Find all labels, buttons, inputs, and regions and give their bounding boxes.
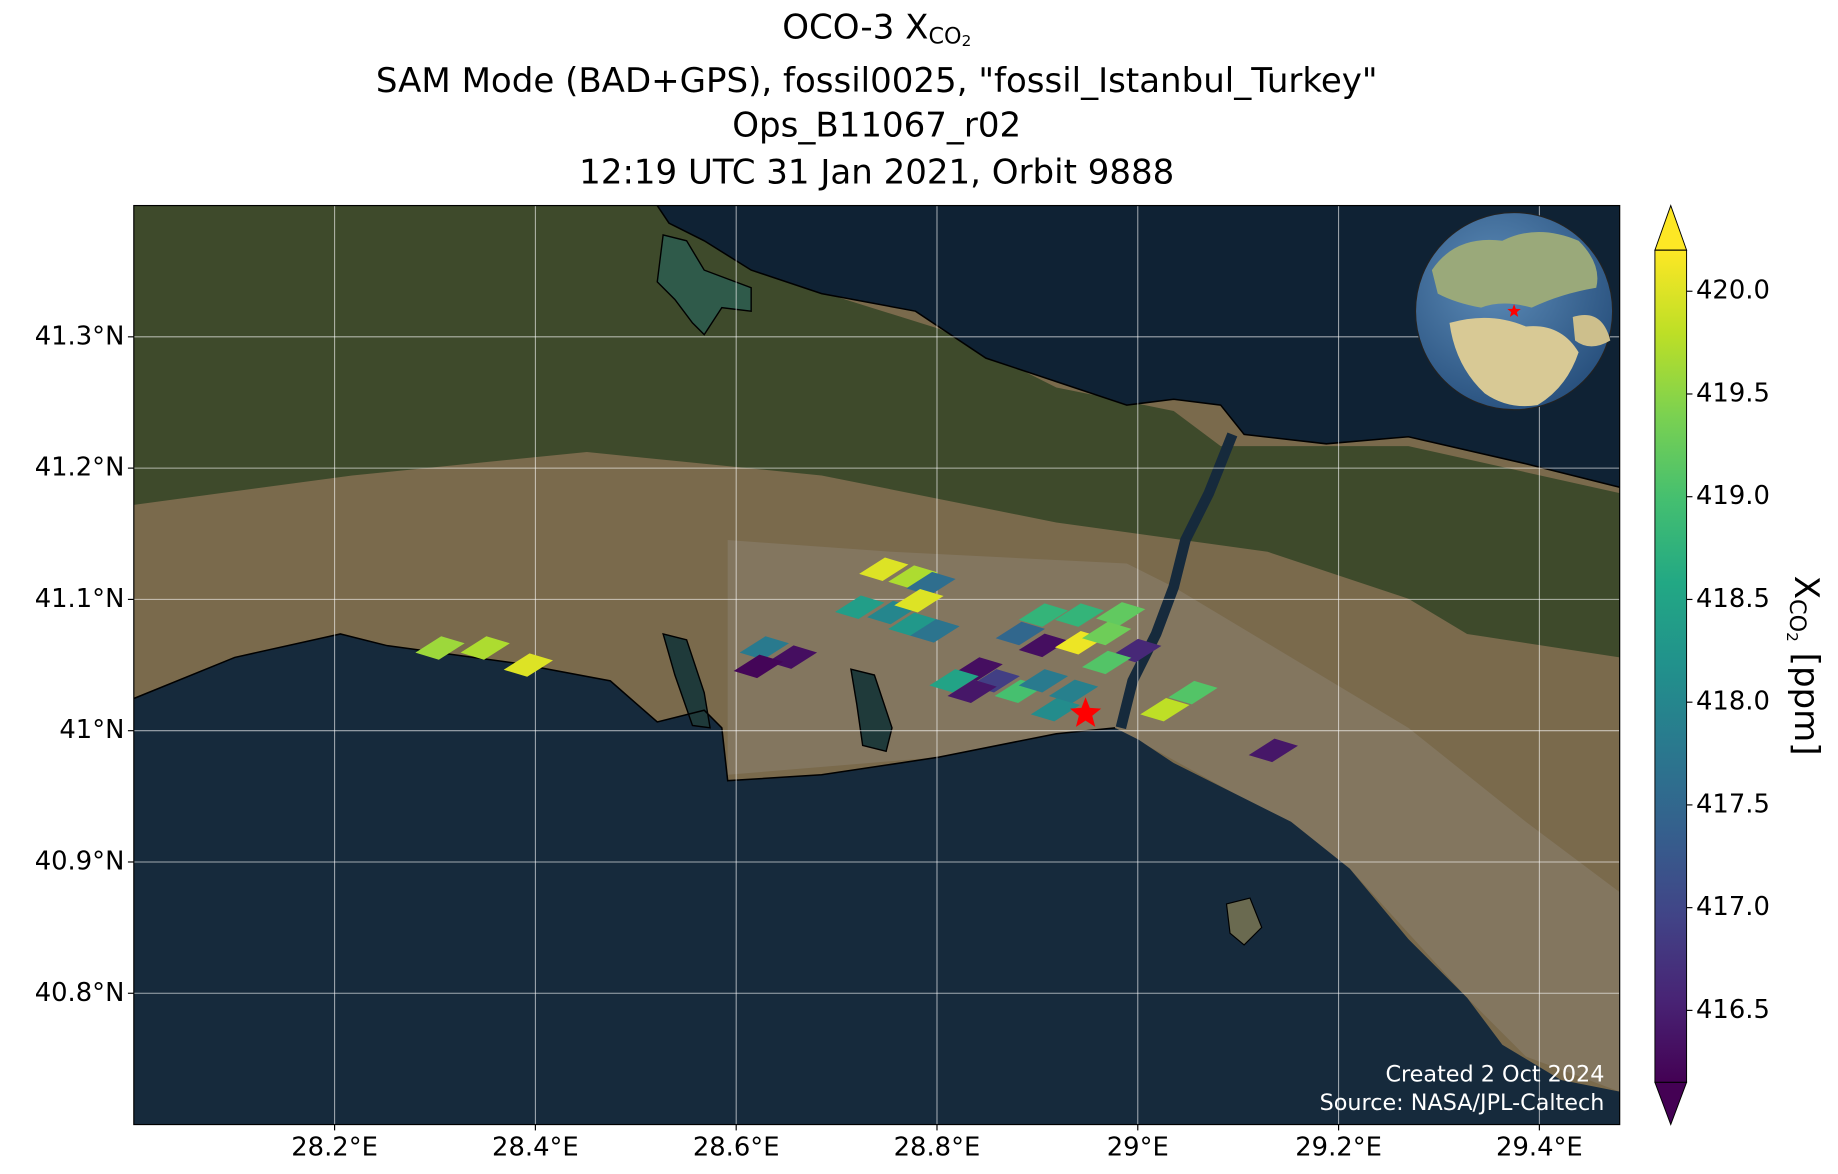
footprint: [859, 557, 909, 581]
footprint: [835, 595, 885, 620]
footprint: [888, 612, 938, 637]
globe-europe: [1431, 231, 1598, 308]
title-line-4: 12:19 UTC 31 Jan 2021, Orbit 9888: [579, 152, 1174, 192]
y-tick-label: 41.1°N: [35, 584, 125, 614]
colorbar-label: XCO2 [ppm]: [1784, 576, 1827, 756]
colorbar-label-sub: CO: [1784, 599, 1810, 632]
x-tick-label: 29.4°E: [1496, 1133, 1583, 1163]
target-star: [1069, 697, 1102, 727]
colorbar-label-unit: [ppm]: [1787, 642, 1827, 756]
colorbar-extend-max: [1654, 204, 1688, 251]
footprint: [503, 653, 554, 677]
colorbar-label-subsub: 2: [1784, 632, 1802, 642]
footprint: [1048, 679, 1099, 704]
basemap: [133, 205, 1620, 1125]
title-main: OCO-3 X: [782, 7, 928, 47]
x-tick-label: 29.2°E: [1295, 1133, 1382, 1163]
map-frame: [133, 204, 1621, 1126]
footprint: [460, 636, 510, 660]
x-tick-label: 28.6°E: [693, 1133, 780, 1163]
x-tick-label: 28.2°E: [291, 1133, 378, 1163]
title-line-1: OCO-3 XCO2: [782, 7, 971, 50]
lake-terkos: [656, 234, 752, 336]
coastline-north: [656, 205, 1620, 488]
footprint: [733, 654, 783, 679]
colorbar-tick-label: 419.0: [1696, 481, 1770, 511]
footprint: [415, 636, 465, 660]
colorbar: [1654, 250, 1687, 1083]
footprint: [1018, 603, 1069, 627]
title-line-2: SAM Mode (BAD+GPS), fossil0025, "fossil_…: [376, 61, 1378, 101]
footprint: [910, 619, 960, 643]
title-sub: CO: [928, 23, 961, 49]
footprint: [1054, 603, 1105, 627]
footprint: [906, 571, 956, 596]
y-tick-label: 41°N: [59, 715, 124, 745]
footprint: [888, 565, 938, 589]
title-line-3: Ops_B11067_r02: [732, 105, 1021, 145]
credit-created: Created 2 Oct 2024: [1385, 1062, 1604, 1088]
footprints: [415, 557, 1298, 763]
islands: [1225, 897, 1263, 946]
y-tick-label: 40.9°N: [35, 846, 125, 876]
footprint: [1140, 697, 1190, 722]
bosphorus: [1115, 432, 1238, 730]
colorbar-extend-min: [1654, 1081, 1688, 1126]
footprint: [1018, 669, 1069, 693]
title-subsub: 2: [962, 32, 972, 50]
colorbar-tick-label: 418.0: [1696, 687, 1770, 717]
grid: [133, 205, 1620, 1125]
lake-kucukcekmece: [662, 632, 711, 729]
colorbar-tick-label: 419.5: [1696, 378, 1770, 408]
colorbar-tick-label: 417.5: [1696, 789, 1770, 819]
globe-arabia: [1572, 314, 1611, 347]
footprint: [929, 669, 979, 693]
footprint: [1030, 697, 1081, 722]
colorbar-tick-label: 420.0: [1696, 276, 1770, 306]
y-tick-label: 41.2°N: [35, 453, 125, 483]
black-sea: [657, 205, 1620, 488]
footprint: [947, 679, 997, 704]
x-tick-label: 28.8°E: [894, 1133, 981, 1163]
colorbar-tick-label: 416.5: [1696, 995, 1770, 1025]
colorbar-tick-label: 418.5: [1696, 584, 1770, 614]
colorbar-label-main: X: [1787, 576, 1827, 599]
x-tick-label: 29°E: [1107, 1133, 1169, 1163]
forest: [133, 205, 1620, 658]
globe-target-star: [1507, 304, 1521, 317]
inset-globe: [1414, 212, 1614, 411]
footprint: [739, 636, 789, 660]
y-tick-label: 40.8°N: [35, 978, 125, 1008]
colorbar-frame: [1654, 249, 1688, 1083]
sea-of-marmara: [133, 633, 1620, 1125]
coastline-south: [133, 633, 1116, 782]
footprint: [1082, 621, 1132, 646]
globe-africa: [1449, 317, 1579, 407]
x-tick-label: 28.4°E: [492, 1133, 579, 1163]
footprint: [894, 588, 944, 613]
y-tick-label: 41.3°N: [35, 321, 125, 351]
credit-source: Source: NASA/JPL-Caltech: [1320, 1090, 1605, 1116]
footprint: [995, 621, 1045, 646]
footprint: [1082, 650, 1132, 675]
footprint: [1248, 738, 1298, 763]
footprint: [1018, 633, 1069, 658]
footprint: [1168, 680, 1218, 705]
footprint: [1096, 602, 1146, 626]
colorbar-tick-label: 417.0: [1696, 892, 1770, 922]
